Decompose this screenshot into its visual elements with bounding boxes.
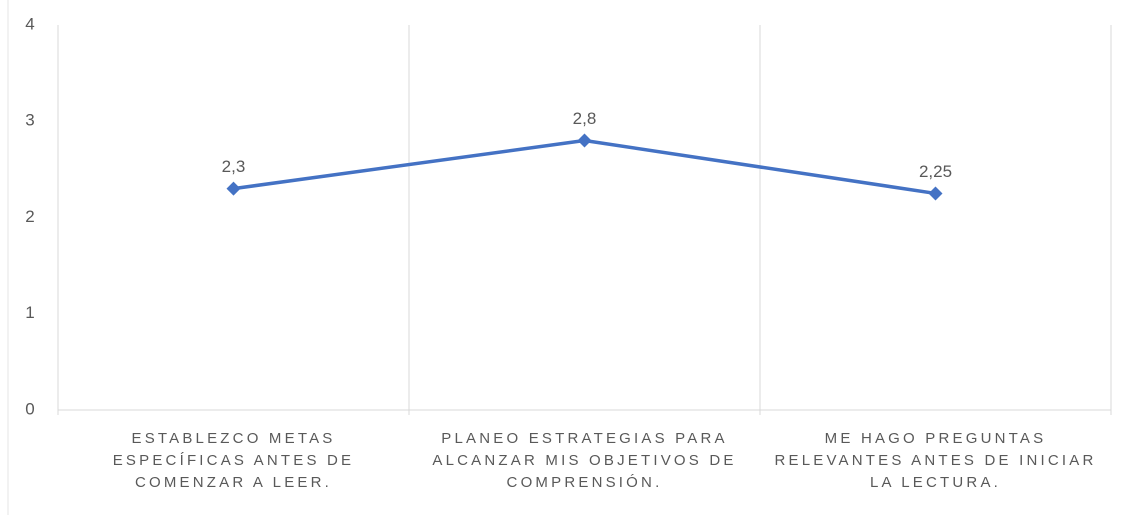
y-tick-label: 1	[25, 303, 34, 322]
marker	[577, 133, 592, 148]
data-label: 2,8	[573, 109, 597, 128]
data-label: 2,3	[222, 157, 246, 176]
data-line	[233, 138, 936, 196]
marker	[928, 186, 943, 201]
data-label: 2,25	[919, 162, 952, 181]
y-tick-label: 0	[25, 399, 34, 418]
x-tick-label: ESTABLEZCO METAS ESPECÍFICAS ANTES DE CO…	[112, 430, 355, 491]
y-tick-label: 4	[25, 14, 34, 33]
marker	[226, 181, 241, 196]
y-tick-label: 2	[25, 207, 34, 226]
x-tick-label: ME HAGO PREGUNTAS RELEVANTES ANTES DE IN…	[774, 430, 1097, 491]
x-tick-label: PLANEO ESTRATEGIAS PARA ALCANZAR MIS OBJ…	[432, 430, 737, 491]
y-tick-label: 3	[25, 111, 34, 130]
